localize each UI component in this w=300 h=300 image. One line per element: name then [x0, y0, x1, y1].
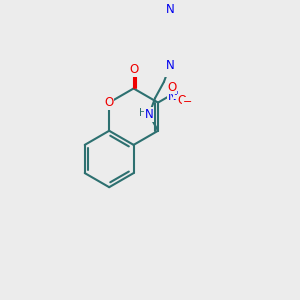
Text: O: O: [167, 81, 176, 94]
Text: −: −: [183, 97, 192, 107]
Text: +: +: [173, 89, 180, 98]
Text: N: N: [166, 59, 174, 72]
Text: O: O: [129, 63, 138, 76]
Text: N: N: [166, 3, 174, 16]
Text: N: N: [145, 108, 154, 121]
Text: N: N: [167, 90, 176, 103]
Text: H: H: [139, 108, 147, 118]
Text: O: O: [105, 96, 114, 109]
Text: O: O: [178, 94, 187, 107]
